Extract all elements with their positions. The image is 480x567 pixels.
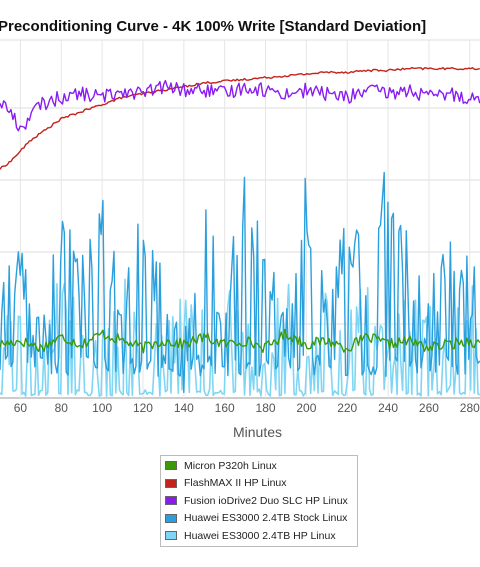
- legend-item-micron: Micron P320h Linux: [161, 457, 357, 475]
- series-line-micron: [0, 328, 480, 354]
- series-line-fusion: [0, 79, 480, 132]
- x-tick-label: 180: [256, 401, 276, 415]
- x-tick-label: 100: [92, 401, 112, 415]
- legend-swatch-flashmax: [165, 478, 177, 488]
- chart-title: Preconditioning Curve - 4K 100% Write [S…: [0, 18, 427, 35]
- x-tick-label: 240: [378, 401, 398, 415]
- x-tick-label: 140: [174, 401, 194, 415]
- legend-swatch-fusion: [165, 496, 177, 506]
- legend-label: Fusion ioDrive2 Duo SLC HP Linux: [184, 494, 348, 507]
- legend-item-flashmax: FlashMAX II HP Linux: [161, 475, 357, 493]
- legend-item-huawei-hp: Huawei ES3000 2.4TB HP Linux: [161, 527, 357, 545]
- x-tick-label: 220: [337, 401, 357, 415]
- legend-item-fusion: Fusion ioDrive2 Duo SLC HP Linux: [161, 492, 357, 510]
- legend-label: Micron P320h Linux: [184, 459, 277, 472]
- x-tick-label: 120: [133, 401, 153, 415]
- legend-label: FlashMAX II HP Linux: [184, 477, 287, 490]
- x-tick-label: 160: [215, 401, 235, 415]
- series-lines: [0, 66, 480, 398]
- x-axis-title: Minutes: [233, 424, 283, 440]
- chart-legend: Micron P320h Linux FlashMAX II HP Linux …: [160, 455, 358, 547]
- x-axis-ticks: 60 80 100 120 140 160 180 200 220 240 260 280: [14, 401, 480, 415]
- series-line-huawei-hp: [0, 278, 480, 398]
- x-tick-label: 80: [55, 401, 69, 415]
- x-tick-label: 60: [14, 401, 28, 415]
- x-tick-label: 280: [460, 401, 480, 415]
- legend-swatch-huawei-stock: [165, 513, 177, 523]
- series-line-flashmax: [0, 66, 480, 170]
- legend-swatch-micron: [165, 461, 177, 471]
- legend-item-huawei-stock: Huawei ES3000 2.4TB Stock Linux: [161, 510, 357, 528]
- legend-label: Huawei ES3000 2.4TB HP Linux: [184, 529, 336, 542]
- x-tick-label: 260: [419, 401, 439, 415]
- x-tick-label: 200: [296, 401, 316, 415]
- series-line-huawei-stock: [0, 171, 480, 394]
- legend-swatch-huawei-hp: [165, 531, 177, 541]
- legend-label: Huawei ES3000 2.4TB Stock Linux: [184, 512, 348, 525]
